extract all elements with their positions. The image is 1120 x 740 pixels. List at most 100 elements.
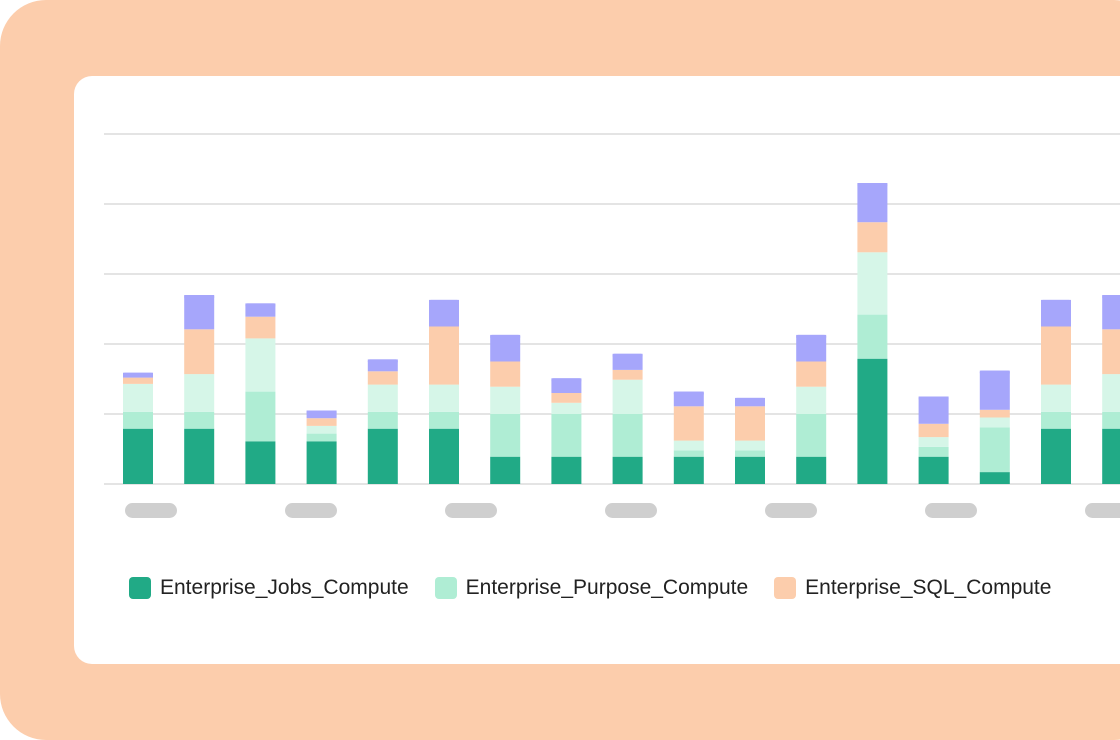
bar-segment-16-series-2 bbox=[1041, 411, 1071, 429]
bar-segment-15-series-1 bbox=[979, 472, 1010, 484]
bar-segment-5-series-4 bbox=[367, 371, 398, 385]
bar-segment-5-series-5 bbox=[367, 359, 398, 372]
legend-swatch-jobs-compute bbox=[129, 577, 151, 599]
bar-segment-7-series-4 bbox=[490, 361, 521, 387]
bar-stack-8 bbox=[551, 378, 582, 484]
bar-top-cap-13 bbox=[857, 183, 888, 187]
legend-label-purpose-compute: Enterprise_Purpose_Compute bbox=[465, 576, 749, 599]
bar-segment-16-series-3 bbox=[1041, 384, 1071, 412]
bar-top-cap-9 bbox=[612, 353, 643, 358]
bar-top-cap-16 bbox=[1041, 299, 1071, 304]
bar-segment-7-series-2 bbox=[490, 414, 521, 457]
bar-segment-13-series-5 bbox=[857, 183, 888, 223]
bar-segment-6-series-3 bbox=[429, 384, 459, 412]
bar-stack-15 bbox=[979, 370, 1010, 484]
bar-segment-3-series-3 bbox=[245, 338, 276, 392]
bar-top-cap-8 bbox=[551, 378, 582, 383]
bar-segment-6-series-4 bbox=[429, 326, 459, 385]
bar-segment-14-series-4 bbox=[918, 423, 949, 438]
bar-stack-16 bbox=[1041, 299, 1071, 484]
bar-segment-1-series-4 bbox=[123, 377, 153, 384]
bar-segment-17-series-5 bbox=[1102, 295, 1120, 330]
bar-stack-2 bbox=[184, 295, 215, 484]
bar-segment-12-series-1 bbox=[796, 456, 827, 484]
bar-stack-9 bbox=[612, 353, 643, 484]
bar-segment-3-series-1 bbox=[245, 441, 276, 484]
bar-segment-9-series-4 bbox=[612, 369, 643, 380]
bar-segment-13-series-4 bbox=[857, 222, 888, 253]
bar-segment-9-series-2 bbox=[612, 414, 643, 457]
x-tick-label-placeholder-5 bbox=[765, 503, 817, 518]
bar-top-cap-12 bbox=[796, 334, 827, 339]
bar-stacks bbox=[123, 183, 1120, 484]
bar-segment-10-series-4 bbox=[673, 406, 704, 441]
bar-segment-5-series-3 bbox=[367, 384, 398, 412]
x-tick-label-placeholder-3 bbox=[445, 503, 497, 518]
legend-swatch-purpose-compute bbox=[434, 577, 457, 599]
bar-stack-14 bbox=[918, 396, 949, 484]
bar-segment-3-series-2 bbox=[245, 391, 276, 442]
bar-segment-2-series-2 bbox=[184, 411, 215, 429]
bar-segment-4-series-3 bbox=[306, 425, 337, 434]
chart-card: Enterprise_Jobs_Compute Enterprise_Purpo… bbox=[74, 76, 1120, 664]
bar-segment-3-series-4 bbox=[245, 316, 276, 339]
bar-stack-5 bbox=[367, 359, 398, 484]
bar-stack-10 bbox=[673, 391, 704, 484]
bar-segment-15-series-2 bbox=[979, 427, 1010, 473]
bar-top-cap-6 bbox=[429, 299, 459, 304]
bar-segment-16-series-1 bbox=[1041, 428, 1071, 484]
bar-segment-4-series-1 bbox=[306, 441, 337, 484]
bar-top-cap-14 bbox=[918, 396, 949, 401]
bar-stack-12 bbox=[796, 334, 827, 484]
legend-label-jobs-compute: Enterprise_Jobs_Compute bbox=[160, 576, 409, 599]
bar-segment-6-series-1 bbox=[429, 428, 459, 484]
bar-segment-12-series-2 bbox=[796, 414, 827, 457]
bar-top-cap-15 bbox=[979, 370, 1010, 375]
bar-segment-9-series-3 bbox=[612, 379, 643, 414]
bar-top-cap-7 bbox=[490, 334, 521, 339]
bar-top-cap-1 bbox=[123, 372, 153, 377]
legend-label-sql-compute: Enterprise_SQL_Compute bbox=[805, 576, 1052, 599]
bar-segment-12-series-5 bbox=[796, 334, 827, 362]
bar-segment-16-series-5 bbox=[1041, 299, 1071, 327]
bar-top-cap-11 bbox=[735, 397, 765, 402]
bar-top-cap-2 bbox=[184, 295, 215, 299]
legend-swatch-sql-compute bbox=[774, 577, 797, 599]
bar-segment-17-series-1 bbox=[1102, 428, 1120, 484]
bar-segment-10-series-1 bbox=[673, 456, 704, 484]
bar-segment-10-series-2 bbox=[673, 450, 704, 457]
legend-item-purpose-compute: Enterprise_Purpose_Compute bbox=[434, 576, 749, 600]
bar-segment-7-series-5 bbox=[490, 334, 521, 362]
bar-segment-15-series-4 bbox=[979, 409, 1010, 418]
bar-stack-1 bbox=[123, 372, 153, 484]
bar-segment-14-series-2 bbox=[918, 446, 949, 457]
bar-segment-2-series-1 bbox=[184, 428, 215, 484]
legend-item-sql-compute: Enterprise_SQL_Compute bbox=[774, 576, 1051, 600]
bar-segment-12-series-3 bbox=[796, 386, 827, 414]
bar-stack-6 bbox=[429, 299, 459, 484]
bar-segment-12-series-4 bbox=[796, 361, 827, 387]
x-tick-label-placeholder-2 bbox=[285, 503, 337, 518]
bar-segment-2-series-4 bbox=[184, 329, 215, 375]
bar-segment-15-series-3 bbox=[979, 417, 1010, 428]
bar-segment-4-series-4 bbox=[306, 418, 337, 426]
bar-top-cap-4 bbox=[306, 410, 337, 415]
bar-segment-5-series-2 bbox=[367, 411, 398, 429]
bar-segment-9-series-5 bbox=[612, 353, 643, 370]
bar-top-cap-10 bbox=[673, 391, 704, 396]
bar-segment-17-series-4 bbox=[1102, 329, 1120, 375]
bar-stack-7 bbox=[490, 334, 521, 484]
x-tick-placeholders bbox=[125, 503, 1120, 518]
bar-stack-4 bbox=[306, 410, 337, 484]
bar-segment-13-series-3 bbox=[857, 252, 888, 315]
bar-segment-8-series-3 bbox=[551, 402, 582, 414]
legend-item-jobs-compute: Enterprise_Jobs_Compute bbox=[129, 576, 409, 600]
bar-top-cap-17 bbox=[1102, 295, 1120, 299]
bar-segment-4-series-2 bbox=[306, 433, 337, 442]
bar-segment-11-series-4 bbox=[735, 406, 765, 441]
x-tick-label-placeholder-1 bbox=[125, 503, 177, 518]
bar-segment-8-series-2 bbox=[551, 414, 582, 457]
bar-segment-1-series-1 bbox=[123, 428, 153, 484]
bar-segment-6-series-5 bbox=[429, 299, 459, 327]
bar-segment-1-series-2 bbox=[123, 411, 153, 429]
